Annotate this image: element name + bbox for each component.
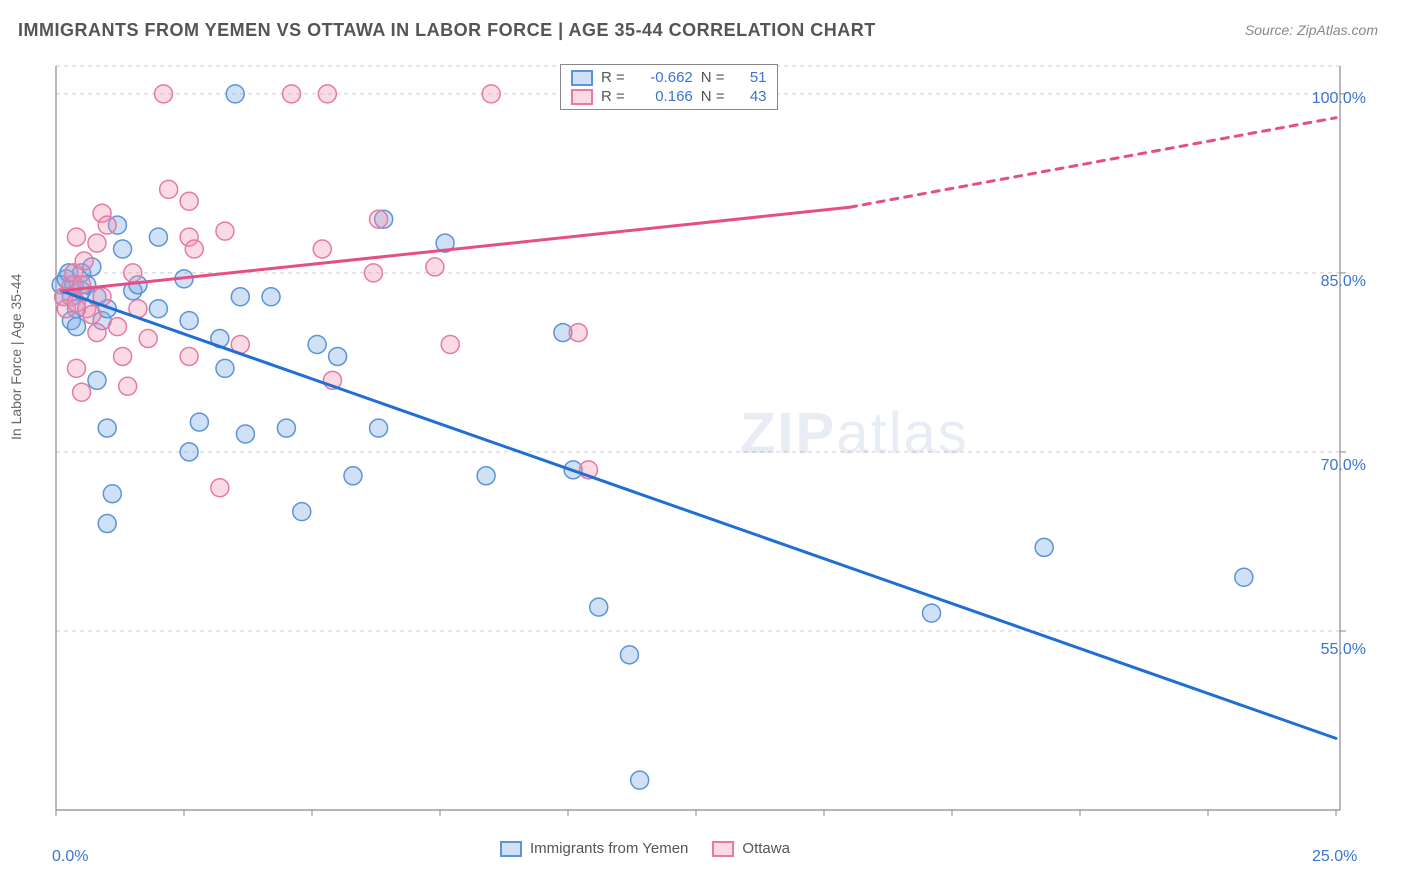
- chart-container: IMMIGRANTS FROM YEMEN VS OTTAWA IN LABOR…: [0, 0, 1406, 892]
- legend-label-series1: Immigrants from Yemen: [530, 840, 688, 857]
- y-tick-70: 70.0%: [1321, 457, 1366, 475]
- legend-row-series2: R = 0.166 N = 43: [571, 88, 767, 105]
- correlation-legend: R = -0.662 N = 51 R = 0.166 N = 43: [560, 64, 778, 110]
- legend-n-value-1: 51: [733, 69, 767, 86]
- legend-r-label-2: R =: [601, 88, 625, 105]
- legend-item-series1: Immigrants from Yemen: [500, 840, 688, 857]
- legend-r-value-1: -0.662: [633, 69, 693, 86]
- y-tick-100: 100.0%: [1312, 90, 1366, 108]
- chart-title: IMMIGRANTS FROM YEMEN VS OTTAWA IN LABOR…: [18, 20, 876, 41]
- series-legend: Immigrants from Yemen Ottawa: [500, 840, 790, 857]
- legend-n-value-2: 43: [733, 88, 767, 105]
- y-axis-label: In Labor Force | Age 35-44: [8, 274, 24, 440]
- legend-swatch-bottom-2: [712, 841, 734, 857]
- legend-swatch-bottom-1: [500, 841, 522, 857]
- y-tick-55: 55.0%: [1321, 641, 1366, 659]
- legend-label-series2: Ottawa: [742, 840, 790, 857]
- legend-swatch-series2: [571, 89, 593, 105]
- legend-n-label-1: N =: [701, 69, 725, 86]
- legend-r-value-2: 0.166: [633, 88, 693, 105]
- legend-row-series1: R = -0.662 N = 51: [571, 69, 767, 86]
- x-tick-25: 25.0%: [1312, 848, 1357, 866]
- legend-item-series2: Ottawa: [712, 840, 790, 857]
- y-tick-85: 85.0%: [1321, 273, 1366, 291]
- x-tick-0: 0.0%: [52, 848, 88, 866]
- legend-swatch-series1: [571, 70, 593, 86]
- legend-r-label-1: R =: [601, 69, 625, 86]
- scatter-plot: [48, 60, 1348, 820]
- source-label: Source: ZipAtlas.com: [1245, 22, 1378, 38]
- legend-n-label-2: N =: [701, 88, 725, 105]
